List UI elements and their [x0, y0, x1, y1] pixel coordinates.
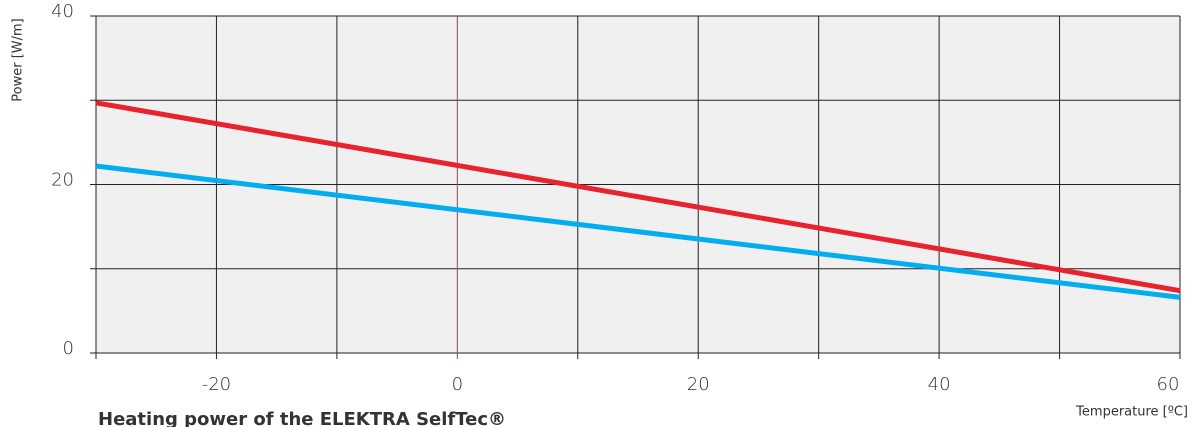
y-tick-label: 0	[63, 338, 74, 359]
series-line	[95, 100, 1181, 294]
chart-title: Heating power of the ELEKTRA SelfTec®	[98, 409, 506, 427]
x-tick-label: -20	[202, 374, 231, 395]
y-tick-label: 40	[51, 1, 74, 22]
y-axis-label: Power [W/m]	[11, 18, 26, 101]
series-line	[95, 163, 1181, 300]
x-tick-label: 60	[1157, 374, 1180, 395]
x-axis-label: Temperature [ºC]	[1075, 405, 1188, 420]
x-tick-label: 20	[687, 374, 710, 395]
y-tick-label: 20	[51, 170, 74, 191]
x-tick-label: 40	[928, 374, 951, 395]
x-tick-label: 0	[452, 374, 463, 395]
